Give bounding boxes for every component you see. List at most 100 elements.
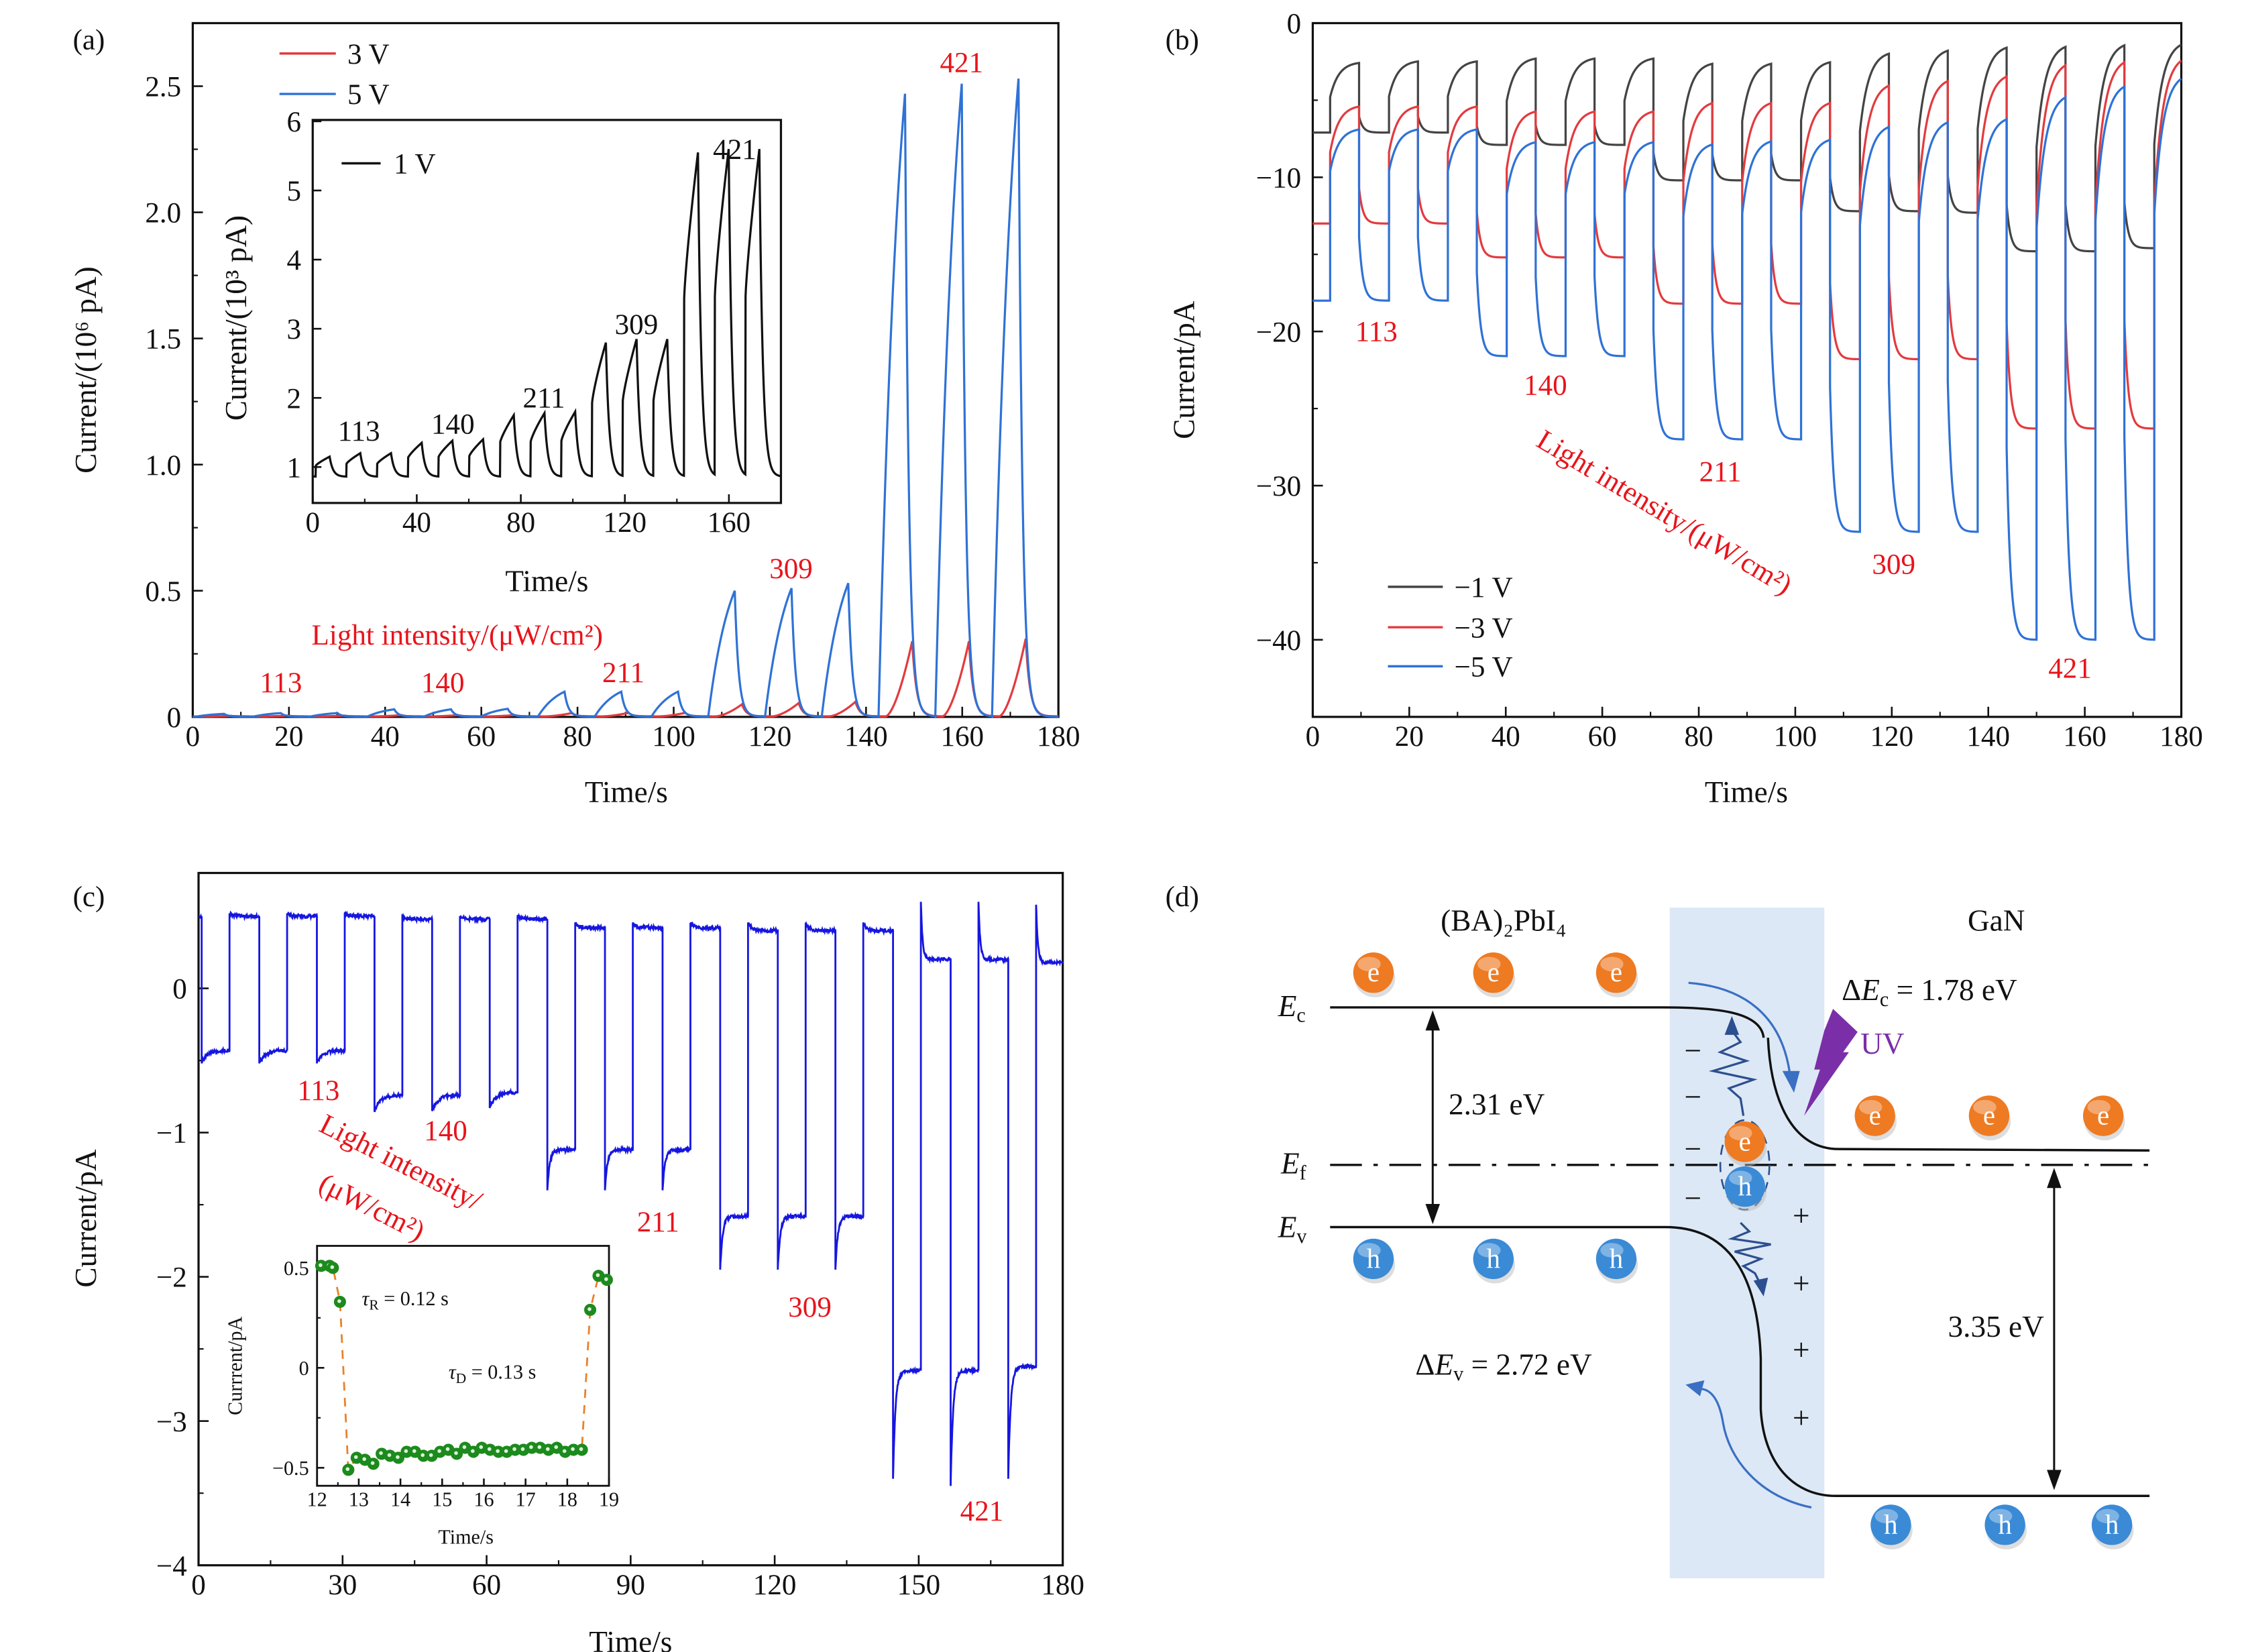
hole-flow-arrow [1697, 1388, 1812, 1509]
hole-ball: h [1984, 1504, 2027, 1550]
electron-label: e [1983, 1100, 1995, 1130]
hole-icon [1984, 1504, 2025, 1545]
y-tick-label: 6 [286, 107, 301, 138]
x-tick-label: 100 [1774, 721, 1817, 753]
legend-label-3v: 3 V [347, 39, 390, 70]
chart-b: 0 20 40 60 80 100 120 140 160 180 0 −10 −20 −30 −40 −1… [1168, 9, 2203, 809]
chart-a: 0 20 40 60 80 100 120 140 160 18000.51.01.52.02.5… [69, 21, 1080, 809]
electron-label: e [2097, 1100, 2109, 1130]
band-diagram: (BA)₂PbI₄ GaN Ec Ef Ev 2.31 eV 3.35 eV Δ… [1278, 904, 2150, 1579]
hole-icon [1353, 1238, 1394, 1280]
data-point-highlight [445, 1447, 450, 1451]
chart-c-series [198, 901, 1064, 1486]
hole-label: h [1998, 1509, 2011, 1539]
chart-b-series [1312, 44, 2182, 641]
ec-sub: c [1296, 1003, 1305, 1026]
electron-ball: e [2082, 1095, 2125, 1141]
data-point-highlight [420, 1453, 425, 1457]
x-tick-label: 14 [390, 1488, 410, 1510]
x-tick-label: 13 [349, 1488, 369, 1510]
y-axis-title-b: Current/pA [1168, 300, 1201, 439]
data-point-highlight [562, 1449, 567, 1453]
level-label-421-c: 421 [960, 1496, 1004, 1527]
y-tick-label: 0 [167, 702, 182, 734]
x-tick-label: 120 [753, 1570, 797, 1601]
x-tick-label: 40 [1492, 721, 1520, 753]
hole-ball: h [1473, 1238, 1516, 1284]
level-label-309-b: 309 [1872, 549, 1915, 580]
arrowhead-icon [1724, 1015, 1740, 1035]
x-tick-label: 180 [1037, 721, 1080, 753]
electron-ball: e [1854, 1095, 1897, 1141]
hole-ball: h [1353, 1238, 1396, 1284]
legend-label-minus5v: −5 V [1455, 651, 1513, 683]
arrowhead-up-icon [2047, 1168, 2062, 1189]
inset-level-421: 421 [713, 134, 756, 166]
data-point-highlight [462, 1445, 467, 1449]
delta-ev-value: = 2.72 eV [1463, 1347, 1592, 1381]
hole-icon [1724, 1166, 1765, 1207]
y-tick-label: −2 [156, 1262, 187, 1294]
arrowhead-down-icon [2047, 1470, 2062, 1490]
ball-highlight [1729, 1170, 1752, 1185]
chart-a-series [192, 78, 1059, 718]
tau-decay-sub: D [456, 1370, 467, 1386]
ev-sub: v [1296, 1225, 1307, 1248]
negative-charge: − [1684, 1034, 1701, 1068]
data-point-highlight [404, 1449, 408, 1453]
wavy-arrow-up [1708, 1030, 1758, 1116]
level-label-211-c: 211 [637, 1207, 679, 1238]
inset-a-y-title: Current/(10³ pA) [219, 215, 253, 421]
x-tick-label: 80 [563, 721, 592, 753]
x-tick-label: 120 [1870, 721, 1914, 753]
data-point-highlight [370, 1461, 375, 1466]
electron-ball: e [1724, 1121, 1767, 1166]
conduction-band-right [1766, 1038, 2150, 1152]
data-point-highlight [412, 1449, 416, 1453]
level-label-211-b: 211 [1699, 457, 1742, 488]
legend-label-minus1v: −1 V [1455, 572, 1513, 604]
valence-band [1330, 1225, 2150, 1497]
data-point-highlight [379, 1451, 383, 1455]
y-tick-label: 1 [286, 452, 301, 484]
data-point-highlight [587, 1307, 592, 1311]
x-tick-label: 160 [2063, 721, 2107, 753]
electron-label: e [1869, 1100, 1881, 1130]
ball-highlight [1729, 1125, 1752, 1141]
data-point-highlight [437, 1449, 441, 1453]
hole-ball: h [1595, 1238, 1638, 1284]
electron-label: e [1610, 957, 1622, 987]
hole-label: h [1367, 1244, 1380, 1274]
hole-icon [1870, 1504, 1911, 1545]
electron-icon [1854, 1095, 1895, 1136]
inset-a-series [313, 148, 781, 478]
tau-rise-label: τR = 0.12 s [362, 1287, 449, 1313]
electron-flow-arrow [1688, 981, 1791, 1073]
x-tick-label: 140 [844, 721, 888, 753]
chart-a-legend: 3 V 5 V [279, 39, 390, 111]
x-axis-title-b: Time/s [1705, 775, 1788, 809]
electron-icon [1724, 1121, 1765, 1162]
gap-right-label: 3.35 eV [1948, 1310, 2045, 1343]
x-tick-label: 0 [186, 721, 201, 753]
x-tick-label: 17 [516, 1488, 536, 1510]
inset-c-y-title: Currrent/pA [224, 1316, 247, 1415]
gap-arrow-left [1425, 1010, 1441, 1225]
x-tick-label: 60 [467, 721, 496, 753]
right-material-label: GaN [1968, 904, 2025, 938]
level-label-140-b: 140 [1524, 370, 1567, 401]
delta-ev-symbol: E [1435, 1347, 1454, 1381]
arrowhead-down-icon [1425, 1203, 1441, 1225]
y-tick-label: 0.5 [284, 1257, 309, 1280]
x-tick-label: 140 [1966, 721, 2010, 753]
uv-lightning-icon [1804, 1009, 1858, 1116]
inset-a-x-title: Time/s [505, 564, 588, 598]
y-tick-label: 3 [286, 314, 301, 345]
arrowhead-up-icon [1425, 1010, 1441, 1031]
y-axis-title-c: Current/pA [69, 1149, 103, 1287]
tau-decay-label: τD = 0.13 s [449, 1361, 537, 1386]
data-point-highlight [512, 1447, 516, 1451]
